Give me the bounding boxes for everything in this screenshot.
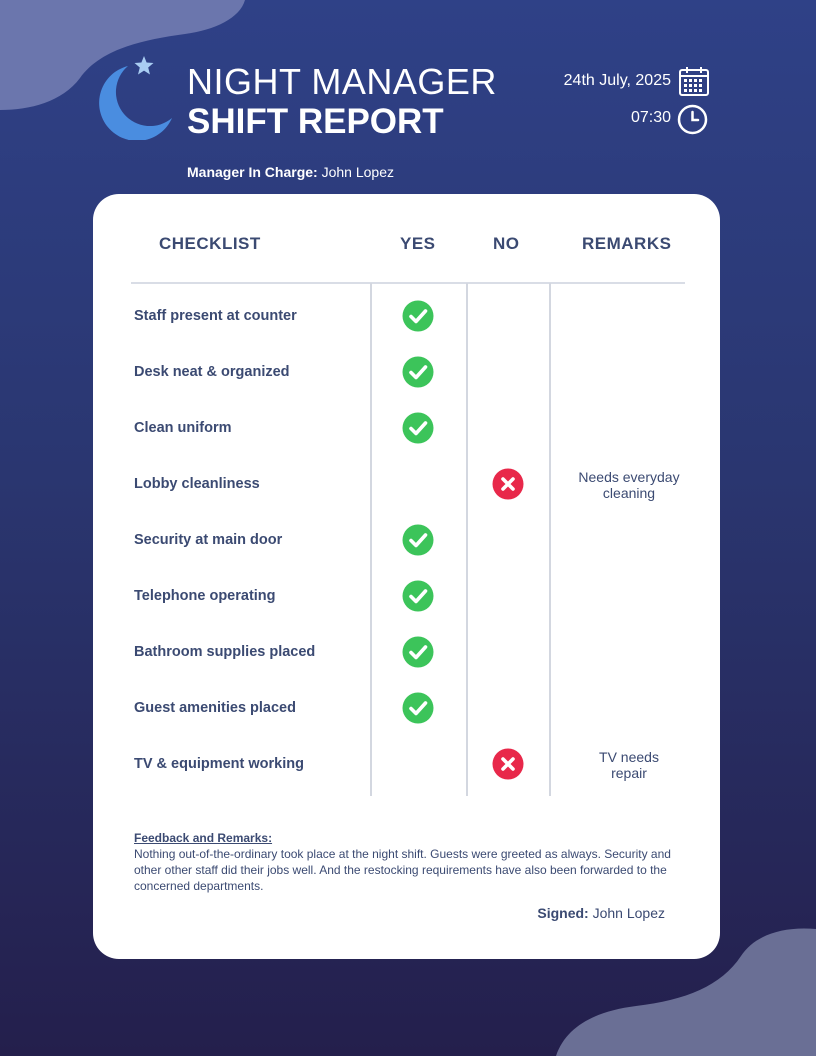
report-card: CHECKLIST YES NO REMARKS Staff present a… [93,194,720,959]
check-circle-icon [402,692,434,724]
clock-icon [677,104,708,135]
table-row: Lobby cleanliness Needs everyday cleaning [93,456,720,512]
column-divider [370,283,372,796]
table-row: Staff present at counter [93,288,720,344]
feedback-title: Feedback and Remarks: [134,831,273,845]
table-row: Security at main door [93,512,720,568]
report-time: 07:30 [630,109,671,126]
checklist-item-label: Clean uniform [134,420,232,436]
x-circle-icon [492,468,524,500]
column-divider [466,283,468,796]
remark-text: Needs everyday cleaning [559,469,699,501]
remark-line: TV needs [599,749,659,765]
signature-name: John Lopez [592,905,665,921]
decorative-blob-bottom-right [556,928,816,1056]
checklist-item-label: Bathroom supplies placed [134,644,316,660]
table-row: Clean uniform [93,400,720,456]
checklist-item-label: Telephone operating [134,588,276,604]
check-circle-icon [402,356,434,388]
report-title-line1: NIGHT MANAGER [187,61,497,102]
feedback-body: Nothing out-of-the-ordinary took place a… [134,847,671,893]
remark-line: cleaning [602,485,656,501]
remark-line: repair [611,765,647,781]
checklist-item-label: Guest amenities placed [134,700,296,716]
manager-name: John Lopez [321,164,394,180]
table-row: Telephone operating [93,568,720,624]
checklist-item-label: TV & equipment working [134,756,304,772]
column-divider [549,283,551,796]
table-row: Bathroom supplies placed [93,624,720,680]
header-divider [131,282,685,284]
check-circle-icon [402,412,434,444]
report-date: 24th July, 2025 [563,72,671,89]
column-header-remarks: REMARKS [582,234,672,253]
remark-line: Needs everyday [578,469,680,485]
checklist-item-label: Staff present at counter [134,308,297,324]
column-header-no: NO [493,234,520,253]
x-circle-icon [492,748,524,780]
column-header-checklist: CHECKLIST [159,234,261,253]
signature-label: Signed: [537,905,589,921]
table-row: Guest amenities placed [93,680,720,736]
checklist-item-label: Lobby cleanliness [134,476,260,492]
check-circle-icon [402,636,434,668]
check-circle-icon [402,300,434,332]
table-row: Desk neat & organized [93,344,720,400]
decorative-blob-top-left [0,0,245,110]
check-circle-icon [402,580,434,612]
checklist-item-label: Security at main door [134,532,283,548]
report-title-line2: SHIFT REPORT [187,102,444,141]
manager-in-charge: Manager In Charge: John Lopez [187,164,394,180]
checklist-item-label: Desk neat & organized [134,364,290,380]
manager-label: Manager In Charge: [187,164,318,180]
check-circle-icon [402,524,434,556]
column-header-yes: YES [400,234,436,253]
signature: Signed: John Lopez [537,905,665,921]
calendar-icon [679,67,709,96]
moon-star-icon [99,56,172,140]
table-row: TV & equipment working TV needs repair [93,736,720,792]
remark-text: TV needs repair [559,749,699,781]
